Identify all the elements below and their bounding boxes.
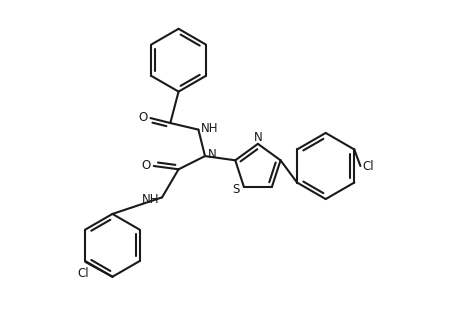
Text: NH: NH [201,122,218,135]
Text: O: O [139,111,148,124]
Text: NH: NH [142,193,160,206]
Text: N: N [254,130,262,143]
Text: O: O [142,159,151,172]
Text: Cl: Cl [362,159,374,173]
Text: Cl: Cl [77,267,89,280]
Text: S: S [233,183,240,196]
Text: N: N [207,148,217,161]
